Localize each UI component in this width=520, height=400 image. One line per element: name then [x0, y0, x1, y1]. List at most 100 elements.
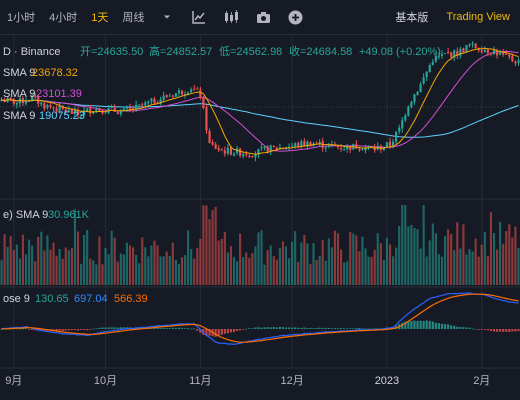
- macd-hist-bar: [437, 323, 441, 329]
- volume-bar: [67, 250, 70, 285]
- volume-bar: [55, 255, 58, 285]
- volume-bar: [486, 256, 489, 285]
- volume-bar: [199, 238, 202, 285]
- candle-body: [398, 127, 401, 132]
- volume-bar: [248, 257, 251, 285]
- volume-bar: [336, 233, 340, 285]
- volume-bar: [416, 229, 419, 285]
- interval-1h[interactable]: 1小时: [7, 12, 36, 24]
- candles-icon[interactable]: [223, 9, 239, 25]
- volume-bar: [205, 205, 208, 285]
- indicator-chart-icon[interactable]: [191, 9, 207, 25]
- macd-hist-bar: [297, 327, 300, 329]
- volume-bar: [208, 219, 211, 285]
- macd-hist-bar: [165, 328, 168, 329]
- view-tradingview-button[interactable]: Trading View: [446, 11, 510, 23]
- macd-hist-bar: [70, 329, 73, 331]
- candle-body: [471, 43, 474, 45]
- chevron-down-icon[interactable]: [159, 9, 175, 25]
- volume-bar: [226, 252, 229, 285]
- macd-hist-bar: [483, 329, 486, 330]
- interval-1d[interactable]: 1天: [91, 12, 109, 24]
- macd-hist-bar: [324, 327, 327, 329]
- macd-hist-bar: [401, 322, 404, 329]
- macd-hist-bar: [162, 327, 165, 329]
- macd-signal-line: [1, 293, 519, 343]
- candle-body: [428, 65, 431, 73]
- interval-4h[interactable]: 4小时: [49, 12, 78, 24]
- candle-body: [199, 89, 202, 98]
- macd-line-value: 697.04: [74, 293, 108, 305]
- macd-hist-bar: [242, 329, 245, 330]
- macd-hist-bar: [122, 327, 125, 329]
- macd-hist-bar: [156, 327, 159, 329]
- candle-body: [425, 71, 428, 78]
- volume-bar: [76, 231, 80, 285]
- candle-body: [407, 106, 410, 116]
- macd-hist-bar: [447, 324, 450, 329]
- candle-body: [257, 148, 260, 155]
- volume-bar: [367, 256, 370, 285]
- macd-hist-bar: [364, 328, 367, 330]
- macd-hist-bar: [92, 328, 95, 330]
- add-icon[interactable]: [287, 9, 303, 25]
- volume-bars: [0, 205, 520, 285]
- candle-body: [223, 150, 226, 154]
- volume-bar: [468, 249, 471, 285]
- macd-hist-bar: [355, 328, 358, 329]
- volume-bar: [15, 244, 18, 285]
- macd-hist-bar: [251, 328, 254, 330]
- volume-bar: [391, 256, 395, 285]
- candle-body: [480, 50, 483, 53]
- candle-body: [190, 89, 193, 93]
- volume-bar: [220, 238, 223, 285]
- candle-body: [297, 143, 300, 147]
- macd-hist-bar: [459, 326, 462, 329]
- volume-bar: [223, 232, 226, 285]
- macd-lines: [1, 292, 519, 346]
- volume-value: 30.961K: [48, 209, 90, 221]
- volume-bar: [284, 246, 288, 285]
- candle-body: [511, 56, 514, 61]
- volume-bar: [165, 251, 168, 285]
- candle-body: [419, 83, 422, 93]
- macd-hist-bar: [266, 327, 269, 329]
- candle-body: [349, 146, 352, 150]
- candle-body: [55, 108, 58, 112]
- candle-body: [40, 102, 43, 105]
- volume-bar: [480, 244, 483, 285]
- macd-hist-bar: [235, 329, 239, 331]
- macd-hist-bar: [177, 327, 181, 329]
- candle-body: [450, 52, 453, 58]
- candle-body: [125, 107, 129, 109]
- volume-bar: [385, 237, 389, 285]
- volume-bar: [382, 259, 385, 285]
- volume-bar: [263, 264, 266, 285]
- macd-hist-bar: [159, 328, 162, 329]
- view-basic-button[interactable]: 基本版: [395, 12, 429, 24]
- macd-hist-bar: [83, 329, 86, 330]
- volume-bar: [196, 247, 199, 285]
- macd-hist-bar: [440, 323, 444, 329]
- volume-bar: [477, 256, 480, 285]
- macd-hist-bar: [217, 329, 220, 336]
- volume-bar: [128, 245, 132, 285]
- volume-bar: [508, 224, 511, 285]
- x-tick-label: 12月: [280, 375, 303, 387]
- macd-hist-bar: [168, 328, 171, 329]
- candle-body: [508, 54, 511, 57]
- macd-hist-bar: [306, 327, 309, 329]
- legend-symbol: D · Binance: [3, 46, 60, 58]
- interval-weekly[interactable]: 周线: [122, 12, 145, 24]
- candle-body: [31, 95, 34, 102]
- volume-bar: [49, 249, 52, 285]
- price-chart[interactable]: 9月 10月 11月 12月 2023 2月 D · Binance 开=24635.50…: [0, 34, 520, 400]
- volume-bar: [193, 258, 196, 285]
- camera-icon[interactable]: [255, 9, 271, 25]
- candle-body: [24, 101, 28, 104]
- macd-hist-bar: [98, 327, 101, 329]
- volume-bar: [232, 256, 236, 285]
- macd-hist-bar: [480, 329, 483, 330]
- candle-body: [113, 107, 116, 112]
- volume-bar: [79, 263, 83, 285]
